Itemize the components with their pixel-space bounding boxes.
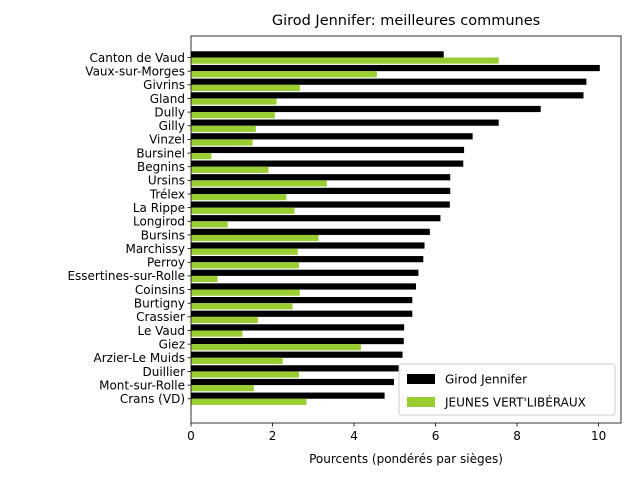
- bar-girod-13: [191, 228, 430, 235]
- chart-title: Girod Jennifer: meilleures communes: [272, 13, 540, 29]
- x-tick-label: 8: [513, 429, 521, 443]
- bar-jvl-14: [191, 248, 298, 255]
- y-tick-label: Crans (VD): [120, 392, 185, 406]
- bar-jvl-16: [191, 275, 218, 283]
- axes-frame: [190, 35, 622, 424]
- y-tick-label: Bursins: [141, 228, 185, 242]
- y-tick-label: Giez: [159, 337, 185, 351]
- plot-area: [190, 35, 622, 424]
- y-tick-label: Vinzel: [149, 133, 185, 147]
- bar-girod-15: [191, 256, 424, 263]
- bar-jvl-24: [191, 385, 254, 392]
- bar-girod-19: [191, 310, 413, 317]
- y-tick-label: Perroy: [147, 256, 185, 270]
- bar-jvl-20: [191, 330, 243, 337]
- bar-jvl-23: [191, 371, 300, 378]
- bar-girod-23: [191, 365, 399, 372]
- y-tick-label: Givrins: [143, 78, 185, 92]
- y-tick-label: Gilly: [159, 119, 185, 133]
- x-tick-label: 0: [187, 429, 195, 443]
- bar-girod-4: [191, 105, 541, 113]
- y-tick-label: Arzier-Le Muids: [94, 351, 186, 365]
- bar-girod-9: [191, 174, 451, 181]
- y-tick-label: Essertines-sur-Rolle: [67, 269, 185, 283]
- y-tick-label: Longirod: [133, 215, 185, 229]
- legend-swatch-0: [407, 374, 435, 384]
- x-tick-label: 10: [591, 429, 606, 443]
- legend-label-1: JEUNES VERT'LIBÉRAUX: [444, 395, 586, 410]
- bar-girod-6: [191, 133, 473, 140]
- y-tick-label: La Rippe: [133, 201, 185, 215]
- bar-girod-17: [191, 283, 416, 290]
- bar-jvl-1: [191, 71, 377, 78]
- y-tick-label: Ursins: [148, 174, 185, 188]
- y-tick-label: Mont-sur-Rolle: [99, 378, 185, 392]
- bar-jvl-21: [191, 344, 361, 351]
- bar-girod-0: [191, 51, 444, 58]
- bar-girod-25: [191, 392, 385, 399]
- legend: Girod Jennifer JEUNES VERT'LIBÉRAUX: [398, 363, 616, 416]
- bar-jvl-10: [191, 194, 287, 201]
- y-tick-labels: Canton de VaudVaux-sur-MorgesGivrinsGlan…: [67, 51, 191, 406]
- bar-jvl-7: [191, 153, 212, 160]
- x-axis: 0 2 4 6 8 10: [187, 423, 606, 443]
- x-tick-label: 4: [350, 429, 358, 443]
- bar-jvl-12: [191, 221, 228, 228]
- y-tick-label: Vaux-sur-Morges: [85, 64, 185, 78]
- legend-label-0: Girod Jennifer: [445, 373, 527, 387]
- legend-box: [398, 363, 616, 416]
- bar-jvl-18: [191, 303, 293, 310]
- y-tick-label: Crassier: [136, 310, 185, 324]
- bar-girod-11: [191, 201, 450, 208]
- y-tick-label: Le Vaud: [137, 324, 185, 338]
- y-tick-label: Trélex: [149, 187, 185, 201]
- bar-girod-12: [191, 215, 441, 222]
- bar-girod-1: [191, 64, 600, 72]
- bar-girod-16: [191, 269, 419, 276]
- y-tick-label: Begnins: [137, 160, 185, 174]
- legend-swatch-1: [407, 397, 435, 407]
- bar-girod-21: [191, 337, 404, 345]
- y-tick-label: Canton de Vaud: [90, 51, 185, 65]
- bar-girod-20: [191, 324, 405, 331]
- bar-jvl-22: [191, 357, 283, 364]
- bar-jvl-13: [191, 234, 319, 242]
- x-tick-label: 2: [269, 429, 277, 443]
- bar-girod-14: [191, 242, 425, 249]
- bar-girod-7: [191, 146, 465, 154]
- bar-jvl-5: [191, 125, 256, 132]
- bar-girod-2: [191, 78, 587, 85]
- y-tick-label: Coinsins: [135, 283, 185, 297]
- x-axis-label: Pourcents (pondérés par sièges): [309, 452, 503, 466]
- bar-jvl-17: [191, 289, 300, 296]
- bar-jvl-8: [191, 166, 269, 173]
- x-tick-label: 6: [432, 429, 440, 443]
- bar-jvl-11: [191, 207, 295, 214]
- y-tick-label: Dully: [154, 105, 185, 119]
- y-tick-label: Bursinel: [136, 146, 185, 160]
- bar-girod-24: [191, 378, 394, 386]
- bar-girod-3: [191, 92, 584, 99]
- bar-jvl-0: [191, 57, 499, 64]
- bar-jvl-15: [191, 262, 300, 269]
- bar-jvl-9: [191, 180, 327, 187]
- y-tick-label: Gland: [150, 92, 185, 106]
- y-tick-label: Burtigny: [134, 297, 185, 311]
- bar-girod-5: [191, 119, 499, 126]
- y-tick-label: Marchissy: [125, 242, 185, 256]
- bar-girod-18: [191, 297, 413, 304]
- bar-girod-10: [191, 187, 451, 194]
- bar-jvl-6: [191, 139, 253, 146]
- bar-girod-22: [191, 351, 403, 358]
- y-tick-label: Duillier: [143, 365, 186, 379]
- bar-jvl-2: [191, 84, 300, 91]
- bar-jvl-19: [191, 316, 258, 324]
- bar-girod-8: [191, 160, 464, 167]
- bar-jvl-25: [191, 398, 307, 405]
- bar-jvl-3: [191, 98, 277, 105]
- bar-jvl-4: [191, 112, 275, 119]
